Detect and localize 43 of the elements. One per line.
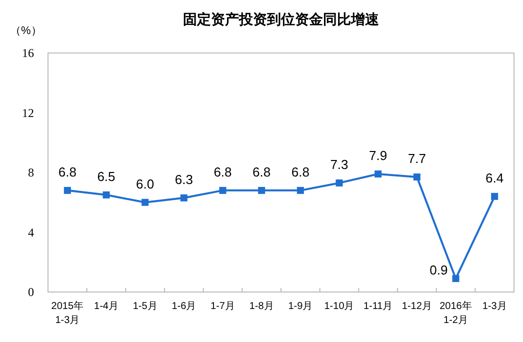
x-tick-label: 1-11月 xyxy=(363,301,393,312)
x-tick-label: 1-3月 xyxy=(482,301,507,312)
text: 6.8 xyxy=(291,164,310,180)
point xyxy=(413,173,420,180)
text: 7.9 xyxy=(369,148,388,163)
text: 6.3 xyxy=(174,172,193,187)
x-tick-label: 1-7月 xyxy=(210,301,235,312)
x-tick-label: 2016年 1-2月 xyxy=(440,300,472,326)
text: 6.8 xyxy=(252,164,271,180)
text: 6.4 xyxy=(486,170,504,186)
point xyxy=(180,194,188,202)
y-tick-label: 8 xyxy=(28,166,34,180)
x-tick-label: 1-8月 xyxy=(249,301,274,312)
point xyxy=(374,170,382,178)
point xyxy=(64,186,71,194)
point xyxy=(491,192,498,200)
text: 7.7 xyxy=(408,150,426,166)
text: 7.3 xyxy=(330,156,348,172)
point xyxy=(219,186,226,194)
point xyxy=(296,186,304,194)
chart-title: 固定资产投资到位资金同比增速 xyxy=(183,11,380,27)
x-tick-label: 1-12月 xyxy=(402,301,432,312)
point xyxy=(102,191,110,198)
point xyxy=(336,179,343,186)
text: 6.0 xyxy=(136,176,154,192)
x-tick-label: 1-4月 xyxy=(94,301,118,312)
x-tick-label: 1-6月 xyxy=(172,301,196,312)
text: 0.9 xyxy=(430,262,448,278)
text: 6.8 xyxy=(58,164,76,180)
y-axis-title: （%） xyxy=(10,25,42,37)
x-tick-label: 2015年 1-3月 xyxy=(51,300,84,326)
y-tick-label: 4 xyxy=(28,225,34,240)
y-tick-label: 0 xyxy=(28,285,34,299)
point xyxy=(142,198,149,206)
text: 6.5 xyxy=(97,168,116,184)
text: 6.8 xyxy=(214,164,232,180)
point xyxy=(452,275,460,282)
point xyxy=(258,186,266,194)
x-tick-label: 1-10月 xyxy=(324,301,354,312)
y-tick-label: 12 xyxy=(22,106,34,120)
x-tick-label: 1-5月 xyxy=(132,301,158,312)
y-tick-label: 16 xyxy=(22,46,34,60)
x-tick-label: 1-9月 xyxy=(288,301,313,312)
